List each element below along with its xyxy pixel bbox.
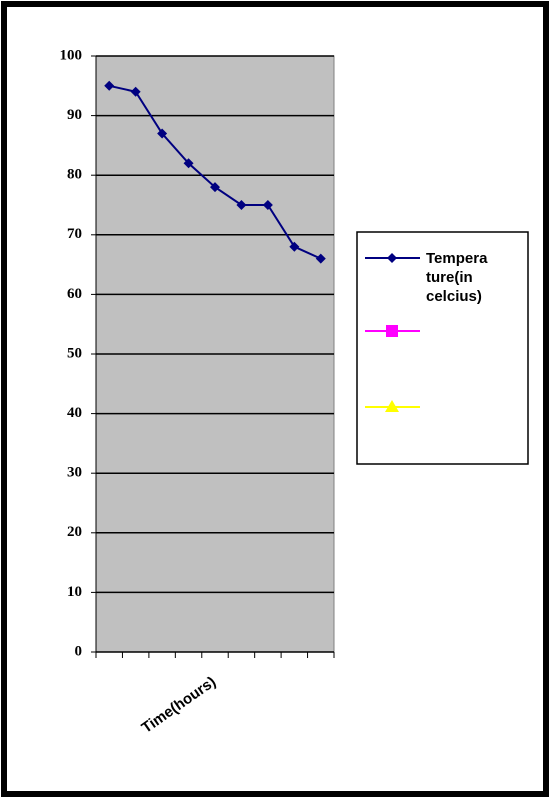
y-tick-label: 100: [60, 47, 83, 63]
marker: [130, 86, 141, 97]
x-axis-label: Time(hours): [139, 673, 220, 736]
marker: [183, 158, 194, 169]
y-tick-label: 30: [67, 465, 82, 481]
marker: [210, 182, 220, 193]
legend: [356, 231, 529, 465]
marker: [262, 200, 273, 210]
y-tick-label: 20: [67, 524, 82, 540]
legend-label: Tempera ture(in celcius): [426, 250, 488, 305]
marker: [289, 241, 300, 252]
y-tick-label: 70: [67, 226, 82, 242]
marker: [385, 400, 399, 412]
marker: [157, 128, 168, 139]
marker: [386, 325, 398, 337]
y-tick-label: 10: [67, 584, 82, 600]
y-tick-label: 0: [75, 643, 83, 659]
y-tick-label: 40: [67, 405, 82, 421]
marker: [315, 253, 326, 264]
y-tick-label: 80: [67, 167, 82, 183]
marker: [236, 200, 247, 210]
y-tick-label: 60: [67, 286, 82, 302]
y-tick-label: 50: [67, 345, 82, 361]
marker: [104, 80, 115, 91]
y-tick-label: 90: [67, 107, 82, 123]
marker: [387, 253, 397, 263]
